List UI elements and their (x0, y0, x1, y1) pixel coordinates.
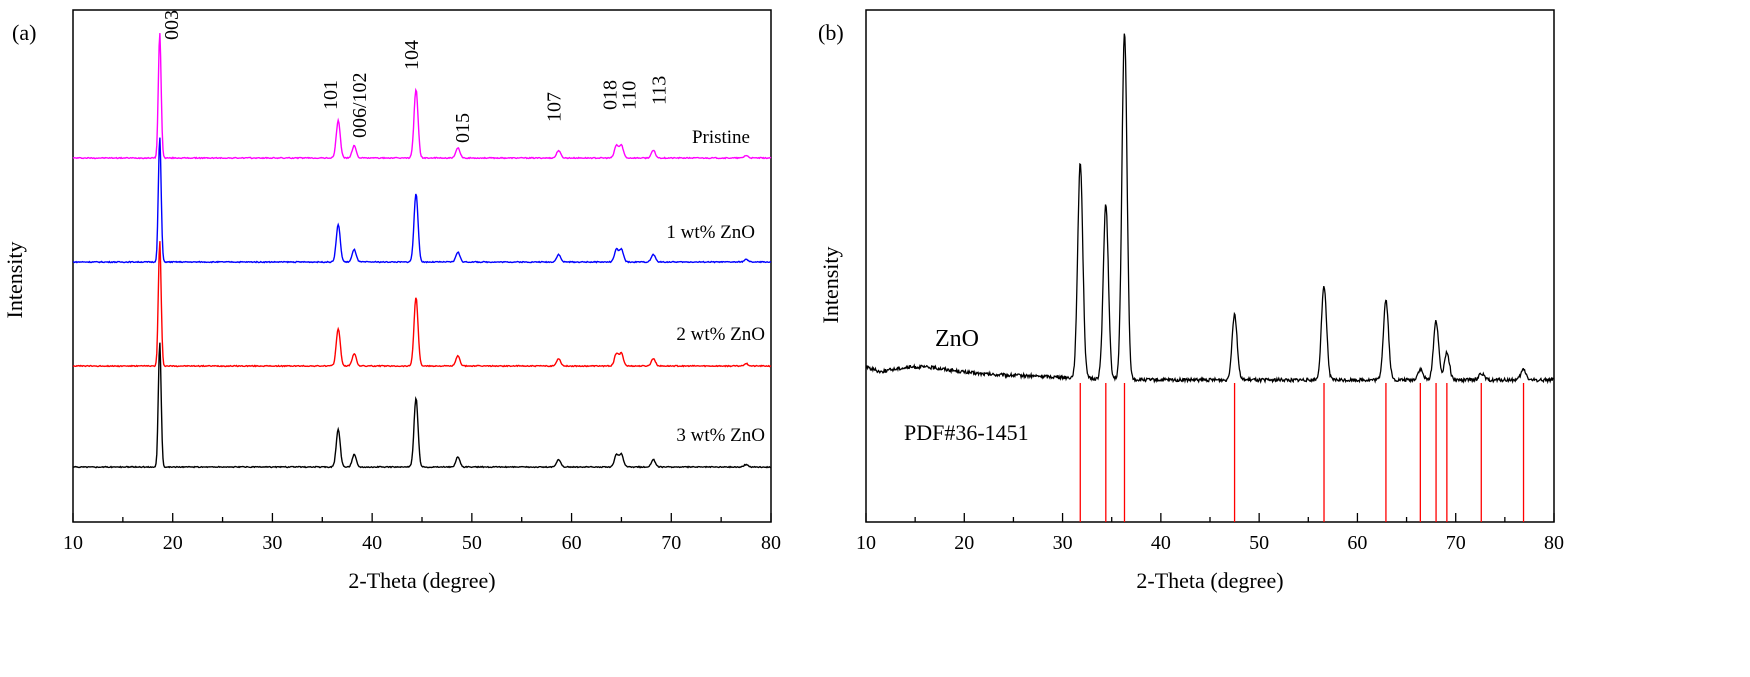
panel-a-x-axis-title: 2-Theta (degree) (348, 568, 495, 593)
peak-index-label: 113 (648, 76, 670, 105)
panel-b-reference-label: PDF#36-1451 (904, 420, 1029, 445)
panel-b: (b) 10 20 30 40 50 60 70 80 ZnO PDF#36-1451 2-T… (818, 9, 1564, 593)
panel-a: (a) 10 20 30 40 50 60 70 80 Pristine 1 wt% ZnO 2 … (2, 9, 781, 593)
x-tick-label: 20 (954, 532, 974, 554)
x-tick-label: 10 (856, 532, 876, 554)
peak-index-label: 015 (452, 113, 474, 143)
x-tick-label: 80 (1544, 532, 1564, 554)
x-tick-label: 70 (1446, 532, 1466, 554)
peak-index-label: 110 (618, 81, 640, 110)
panel-b-series (865, 33, 1555, 385)
x-tick-label: 50 (1249, 532, 1269, 554)
panel-b-x-axis-title: 2-Theta (degree) (1136, 568, 1283, 593)
peak-index-label: 107 (544, 92, 566, 122)
panel-b-y-axis-title: Intensity (818, 247, 843, 324)
x-tick-label: 30 (1053, 532, 1073, 554)
peak-index-label: 101 (320, 80, 342, 110)
panel-b-reference-lines (1079, 383, 1525, 522)
x-tick-label: 70 (661, 532, 681, 554)
x-tick-label: 20 (163, 532, 183, 554)
peak-index-label: 018 (599, 80, 621, 110)
x-tick-label: 60 (1347, 532, 1367, 554)
series-label: 3 wt% ZnO (676, 425, 765, 446)
x-tick-label: 10 (63, 532, 83, 554)
peak-index-label: 003 (161, 10, 183, 40)
panel-a-x-ticks: 10 20 30 40 50 60 70 80 (63, 513, 781, 554)
panel-b-series-label: ZnO (935, 326, 979, 352)
x-tick-label: 40 (1151, 532, 1171, 554)
panel-b-x-ticks: 10 20 30 40 50 60 70 80 (856, 513, 1564, 554)
x-tick-label: 60 (562, 532, 582, 554)
x-tick-label: 50 (462, 532, 482, 554)
panel-a-series (72, 33, 772, 469)
xrd-pattern-line (72, 137, 772, 264)
xrd-pattern-line (72, 33, 772, 160)
panel-a-label: (a) (12, 20, 36, 45)
peak-index-label: 006/102 (349, 72, 371, 138)
x-tick-label: 40 (362, 532, 382, 554)
panel-a-y-axis-title: Intensity (2, 242, 27, 319)
x-tick-label: 30 (262, 532, 282, 554)
xrd-pattern-line (865, 33, 1555, 385)
xrd-pattern-line (72, 342, 772, 469)
peak-index-label: 104 (401, 40, 423, 70)
panel-b-label: (b) (818, 20, 844, 45)
x-tick-label: 80 (761, 532, 781, 554)
series-label: Pristine (692, 127, 750, 148)
panel-a-series-labels: Pristine 1 wt% ZnO 2 wt% ZnO 3 wt% ZnO (666, 127, 765, 446)
series-label: 2 wt% ZnO (676, 324, 765, 345)
panel-b-plot-frame (865, 9, 1555, 523)
xrd-pattern-line (72, 241, 772, 368)
series-label: 1 wt% ZnO (666, 222, 755, 243)
